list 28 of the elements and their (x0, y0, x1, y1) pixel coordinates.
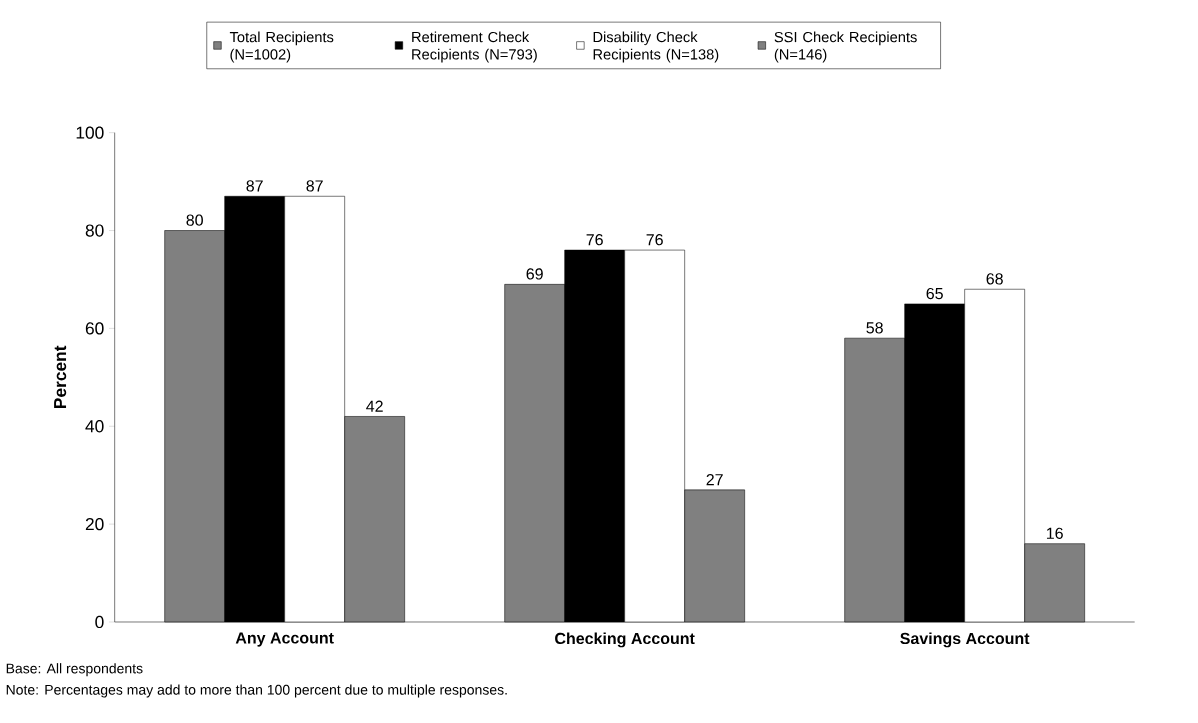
y-tick-label: 80 (85, 224, 104, 237)
x-tick-label: Savings Account (900, 632, 1030, 648)
legend-label: Disability Check Recipients (N=138) (593, 31, 719, 63)
x-tick-label: Checking Account (555, 632, 695, 648)
legend-label: Retirement Check Recipients (N=793) (412, 31, 537, 63)
data-label: 27 (706, 473, 723, 486)
data-label: 16 (1046, 527, 1063, 539)
data-label: 69 (526, 268, 543, 280)
data-label: 80 (186, 214, 203, 226)
text: Base: All respondents (6, 663, 143, 677)
data-label: 76 (586, 234, 603, 246)
data-label: 65 (926, 287, 943, 300)
data-label: 42 (366, 400, 383, 412)
data-label: 58 (866, 322, 883, 334)
text: Note: Percentages may add to more than 100 percent due to multiple responses. (6, 684, 507, 698)
data-label: 68 (986, 273, 1003, 285)
legend-label: SSI Check Recipients (N=146) (774, 31, 917, 63)
y-tick-label: 100 (76, 126, 104, 139)
y-tick-label: 60 (85, 322, 104, 335)
legend-label: Total Recipients (N=1002) (229, 31, 334, 63)
data-label: 76 (646, 234, 663, 246)
y-tick-label: 40 (85, 420, 104, 433)
y-tick-label: 0 (95, 615, 104, 629)
y-tick-label: 20 (85, 517, 104, 531)
data-label: 87 (306, 180, 323, 192)
data-label: 87 (246, 180, 263, 192)
y-axis-title: Percent (54, 345, 67, 408)
x-tick-label: Any Account (235, 632, 334, 647)
